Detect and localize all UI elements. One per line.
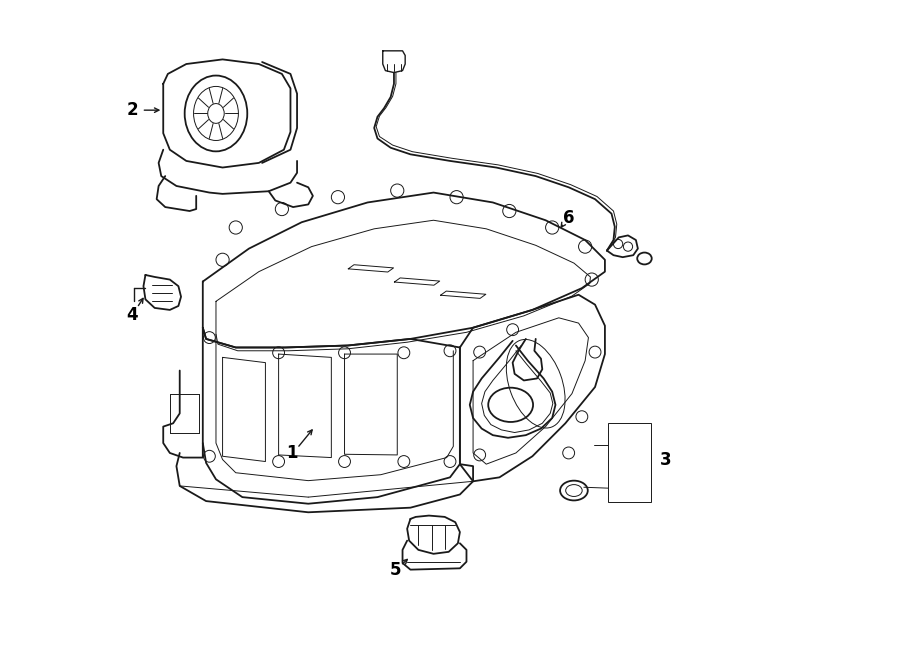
Text: 3: 3 — [660, 451, 671, 469]
Text: 5: 5 — [391, 561, 401, 579]
Text: 2: 2 — [126, 101, 138, 119]
Text: 6: 6 — [562, 209, 574, 226]
Bar — [608, 423, 651, 502]
Text: 4: 4 — [126, 306, 138, 324]
Text: 1: 1 — [286, 444, 298, 462]
